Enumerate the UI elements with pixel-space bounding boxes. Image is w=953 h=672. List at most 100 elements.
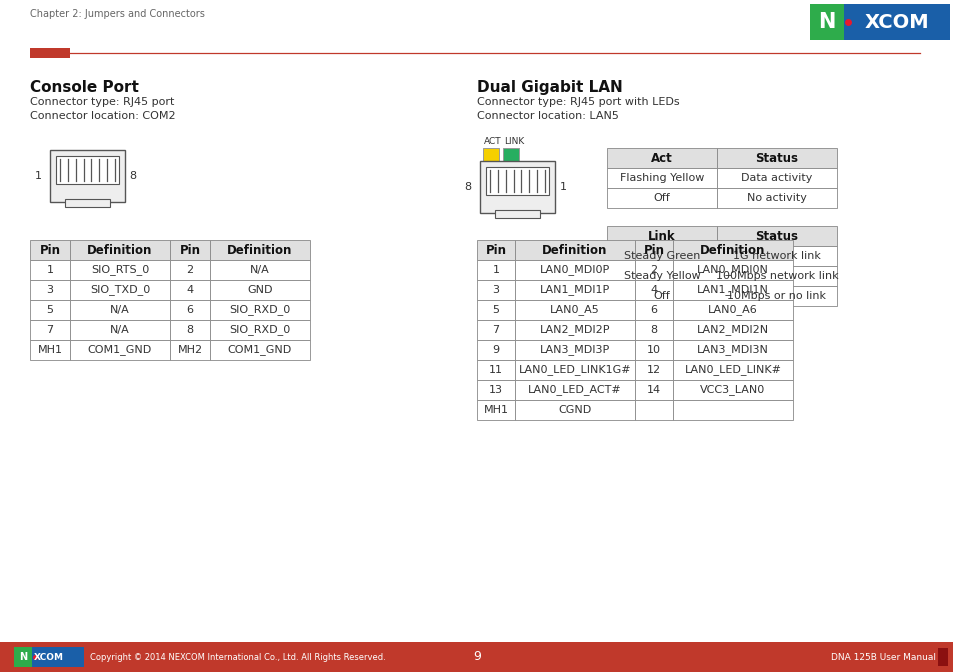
Bar [606,226,717,246]
Bar [717,246,836,266]
Text: COM1_GND: COM1_GND [228,345,292,355]
Bar [502,148,518,161]
Text: 7: 7 [47,325,53,335]
Bar [210,280,310,300]
Bar [476,400,515,420]
Text: Definition: Definition [541,243,607,257]
Text: 12: 12 [646,365,660,375]
Bar [170,320,210,340]
Bar [476,280,515,300]
Text: 4: 4 [650,285,657,295]
Bar [210,260,310,280]
Bar [30,240,70,260]
Bar [672,280,792,300]
Text: SIO_RTS_0: SIO_RTS_0 [91,265,149,276]
Text: Pin: Pin [179,243,200,257]
Text: MH2: MH2 [177,345,202,355]
Text: Copyright © 2014 NEXCOM International Co., Ltd. All Rights Reserved.: Copyright © 2014 NEXCOM International Co… [90,653,385,661]
Text: LAN1_MDI1P: LAN1_MDI1P [539,284,610,296]
Text: 9: 9 [473,650,480,663]
Bar [515,360,635,380]
Bar [635,300,672,320]
Bar [482,148,498,161]
Text: GND: GND [247,285,273,295]
Bar [170,260,210,280]
Bar [50,150,125,202]
Text: LAN0_A6: LAN0_A6 [707,304,757,315]
Bar [606,188,717,208]
Text: Connector location: COM2: Connector location: COM2 [30,111,175,121]
Bar [672,260,792,280]
Text: 1: 1 [47,265,53,275]
Bar [65,199,110,207]
Bar [30,48,70,58]
Text: 7: 7 [492,325,499,335]
Text: Off: Off [653,193,670,203]
Bar [635,280,672,300]
Text: 1: 1 [492,265,499,275]
Text: Connector location: LAN5: Connector location: LAN5 [476,111,618,121]
Text: 4: 4 [186,285,193,295]
Text: LAN0_LED_LINK1G#: LAN0_LED_LINK1G# [518,364,631,376]
Text: XCOM: XCOM [863,13,928,32]
Text: 5: 5 [47,305,53,315]
Text: VCC3_LAN0: VCC3_LAN0 [700,384,765,395]
Text: MH1: MH1 [37,345,63,355]
Text: Flashing Yellow: Flashing Yellow [619,173,703,183]
Bar [635,360,672,380]
Text: N/A: N/A [250,265,270,275]
Bar [672,240,792,260]
Bar [30,260,70,280]
Bar [717,148,836,168]
Text: 1: 1 [34,171,42,181]
Text: N: N [19,652,27,662]
Text: 6: 6 [650,305,657,315]
Text: Status: Status [755,151,798,165]
Text: 3: 3 [47,285,53,295]
Text: 2: 2 [650,265,657,275]
Bar [606,148,717,168]
Bar [606,266,717,286]
Text: 10: 10 [646,345,660,355]
Bar [635,260,672,280]
Text: Status: Status [755,230,798,243]
Text: Chapter 2: Jumpers and Connectors: Chapter 2: Jumpers and Connectors [30,9,205,19]
Text: ACT: ACT [483,137,501,146]
Bar [14,647,32,667]
Bar [809,4,949,40]
Bar [70,340,170,360]
Text: COM1_GND: COM1_GND [88,345,152,355]
Bar [515,260,635,280]
Bar [606,246,717,266]
Bar [170,300,210,320]
Text: DNA 125B User Manual: DNA 125B User Manual [830,653,935,661]
Bar [635,240,672,260]
Bar [32,647,84,667]
Bar [635,380,672,400]
Text: 11: 11 [489,365,502,375]
Text: LAN3_MDI3N: LAN3_MDI3N [697,345,768,355]
Bar [606,286,717,306]
Text: Link: Link [647,230,675,243]
Text: Definition: Definition [700,243,765,257]
Text: LAN0_MDI0N: LAN0_MDI0N [697,265,768,276]
Bar [635,400,672,420]
Bar [210,340,310,360]
Bar [476,260,515,280]
Bar [672,360,792,380]
Text: LAN0_LED_ACT#: LAN0_LED_ACT# [528,384,621,395]
Text: 8: 8 [130,171,136,181]
Text: 1G network link: 1G network link [732,251,821,261]
Bar [635,340,672,360]
Text: LAN0_LED_LINK#: LAN0_LED_LINK# [684,364,781,376]
Text: XCOM: XCOM [34,653,64,661]
Bar [70,300,170,320]
Bar [485,167,548,195]
Text: N: N [818,12,835,32]
Text: 100Mbps network link: 100Mbps network link [715,271,838,281]
Bar [0,642,953,672]
Bar [170,240,210,260]
Bar [635,320,672,340]
Text: Pin: Pin [643,243,664,257]
Text: 9: 9 [492,345,499,355]
